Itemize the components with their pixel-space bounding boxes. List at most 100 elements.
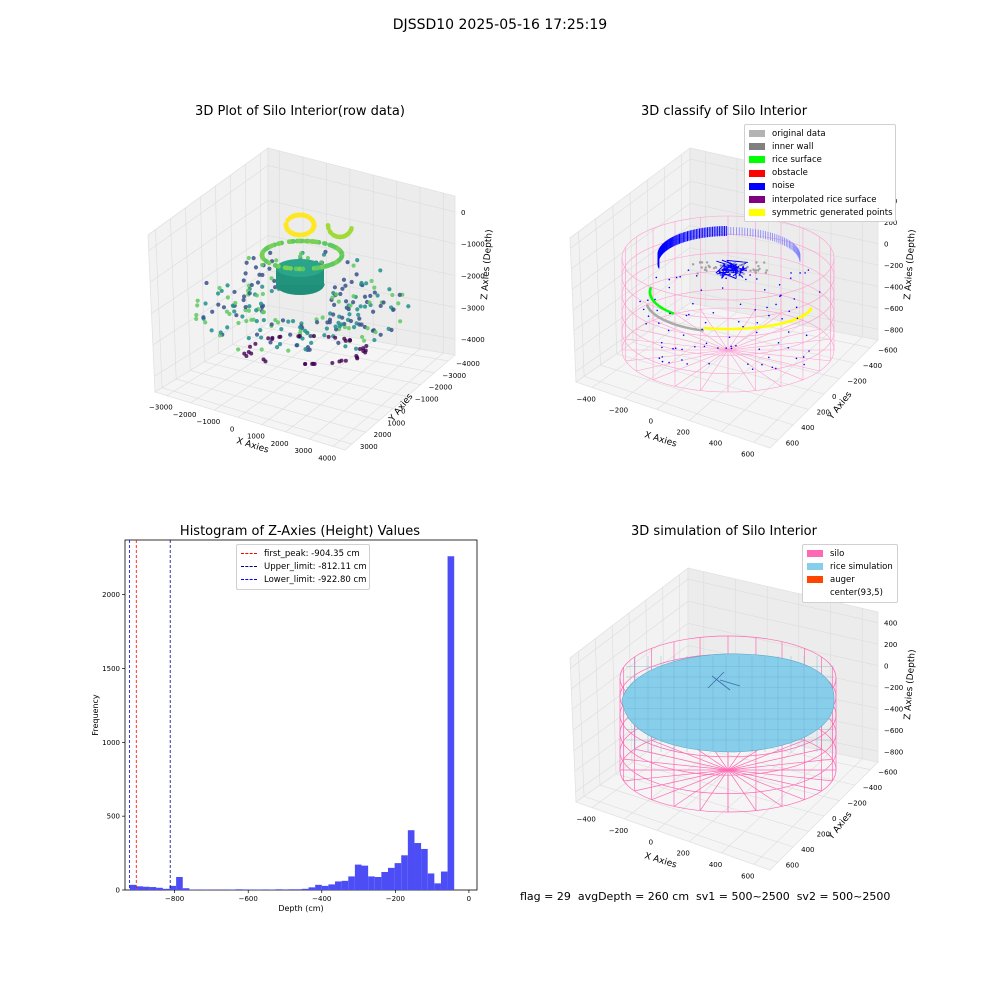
- inner-wall-point: [691, 263, 695, 266]
- inner-wall-point: [765, 269, 768, 272]
- noise-point: [656, 309, 659, 312]
- data-point: [396, 301, 401, 306]
- data-point: [268, 340, 273, 345]
- data-point: [359, 280, 364, 286]
- silo-wireframe: [727, 769, 783, 807]
- data-point: [308, 333, 313, 339]
- data-point: [288, 332, 293, 337]
- grid-line: [575, 291, 879, 372]
- data-point: [364, 344, 369, 349]
- symmetric-point: [741, 327, 745, 331]
- legend-item: first_peak: -904.35 cm: [241, 547, 365, 560]
- hist-bar: [394, 863, 402, 890]
- data-point: [311, 239, 316, 244]
- symmetric-point: [724, 327, 728, 331]
- data-point: [269, 288, 274, 294]
- inner-wall-point: [753, 269, 756, 272]
- noise-point: [751, 368, 754, 370]
- legend-label: first_peak: -904.35 cm: [264, 548, 360, 559]
- hist-bar: [440, 871, 448, 890]
- legend-item: noise: [749, 180, 891, 193]
- data-point: [337, 257, 342, 263]
- data-point: [267, 266, 272, 271]
- data-point: [330, 360, 335, 365]
- legend-swatch: [749, 130, 765, 138]
- data-point: [232, 309, 237, 314]
- data-point: [341, 277, 347, 282]
- inner-wall-point: [719, 268, 723, 272]
- symmetric-point: [752, 326, 756, 330]
- grid-line: [583, 796, 778, 863]
- inner-wall-point: [746, 265, 749, 269]
- legend-line: [241, 566, 257, 568]
- hist-bar: [162, 888, 170, 890]
- y-tick-label: 0: [401, 407, 405, 415]
- data-point: [344, 232, 350, 237]
- plot1-axes-3d: X Axies Y Axies Z Axies (Depth) −3000−20…: [147, 147, 495, 462]
- data-point: [272, 263, 278, 268]
- z-tick-label: 200: [884, 641, 897, 649]
- data-point: [338, 291, 343, 297]
- data-point: [204, 280, 209, 286]
- data-point: [397, 292, 402, 297]
- hist-bar: [149, 887, 157, 890]
- noise-point: [818, 291, 821, 293]
- noise-point: [749, 274, 751, 276]
- noise-point: [661, 346, 663, 349]
- z-tick-label: −4000: [461, 336, 485, 344]
- noise-point: [795, 357, 798, 360]
- hist-bar: [321, 885, 329, 890]
- data-point: [306, 238, 311, 244]
- data-point: [286, 239, 292, 245]
- data-point: [295, 212, 301, 218]
- inner-wall-point: [700, 261, 704, 264]
- noise-point: [672, 347, 674, 350]
- hist-bar: [156, 887, 163, 890]
- noise-point: [645, 322, 647, 325]
- noise-point: [790, 272, 792, 274]
- data-point: [345, 260, 350, 265]
- grid-line: [573, 247, 879, 331]
- data-point: [263, 258, 268, 264]
- noise-point: [777, 341, 780, 344]
- symmetric-point: [729, 327, 733, 331]
- data-point: [355, 307, 360, 312]
- y-tick-label: 1000: [102, 739, 120, 747]
- symmetric-point: [709, 327, 713, 330]
- noise-point: [789, 277, 792, 279]
- data-point: [278, 334, 283, 339]
- grid-line: [161, 387, 352, 445]
- legend-swatch: [749, 196, 765, 204]
- data-point: [357, 346, 362, 351]
- y-tick-label: −3000: [442, 372, 466, 380]
- data-point: [323, 249, 328, 254]
- data-point: [218, 330, 223, 335]
- noise-point: [745, 278, 747, 281]
- hist-bar: [262, 889, 269, 890]
- data-point: [258, 328, 263, 333]
- data-point: [348, 227, 354, 232]
- legend-label: auger: [830, 574, 855, 585]
- inner-wall-point: [737, 271, 740, 275]
- data-point: [233, 300, 238, 306]
- z-tick-label: −800: [884, 748, 903, 756]
- hist-bar: [143, 886, 150, 890]
- data-point: [269, 276, 274, 281]
- x-tick-label: 3000: [294, 447, 312, 455]
- noise-point: [768, 314, 770, 317]
- grid-line: [570, 578, 879, 669]
- data-point: [378, 332, 383, 337]
- symmetric-point: [748, 326, 752, 330]
- noise-point: [692, 302, 694, 305]
- data-point: [294, 343, 299, 348]
- data-point: [365, 326, 370, 331]
- data-point: [290, 319, 296, 324]
- symmetric-point: [770, 324, 774, 327]
- data-point: [355, 258, 360, 263]
- symmetric-point: [714, 327, 718, 331]
- hist-ylabel: Frequency: [91, 694, 100, 736]
- data-point: [339, 322, 344, 327]
- data-point: [275, 320, 281, 325]
- noise-point: [729, 265, 744, 278]
- y-tick-label: 600: [786, 861, 799, 869]
